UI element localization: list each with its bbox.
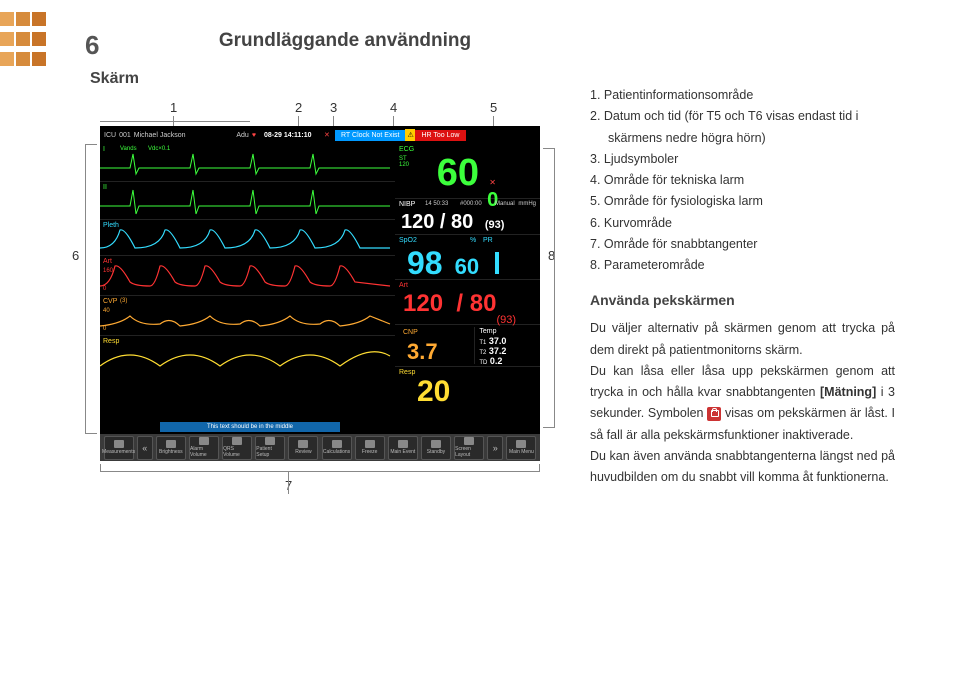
monitor-footer: Measurements « Brightness Alarm Volume Q… [100, 434, 540, 461]
foot-alarm-vol[interactable]: Alarm Volume [189, 436, 219, 460]
bracket-right [543, 148, 555, 428]
callout-3: 3 [330, 100, 337, 115]
nibp-mean: (93) [485, 219, 505, 231]
foot-main-menu[interactable]: Main Menu [506, 436, 536, 460]
spo2-value: 98 [407, 245, 443, 282]
legend-list: 1. Patientinformationsområde 2. Datum oc… [590, 85, 895, 276]
bracket-left [85, 144, 97, 434]
cnp-label: CNP [403, 329, 418, 336]
foot-brightness[interactable]: Brightness [156, 436, 186, 460]
legend-item: 2. Datum och tid (för T5 och T6 visas en… [590, 106, 895, 149]
resp-label: Resp [399, 369, 415, 376]
patient-name: Michael Jackson [134, 132, 186, 139]
callout-1: 1 [170, 100, 177, 115]
patient-cat: Adu [236, 132, 248, 139]
foot-qrs-vol[interactable]: QRS Volume [222, 436, 252, 460]
hr-value: 60 [437, 152, 479, 195]
side-tab [0, 52, 50, 66]
art-label: Art [399, 282, 408, 289]
subsection-title: Använda pekskärmen [590, 292, 895, 308]
datetime: 08-29 14:11:10 [264, 132, 311, 139]
legend-item: 7. Område för snabbtangenter [590, 234, 895, 255]
legend-item: 6. Kurvområde [590, 213, 895, 234]
t1: 37.0 [489, 336, 507, 346]
patient-monitor: ICU 001 Michael Jackson Adu ♥ 08-29 14:1… [100, 126, 540, 461]
bed-no: 001 [119, 132, 131, 139]
resp-value: 20 [399, 369, 536, 409]
legend-item: 4. Område för tekniska larm [590, 170, 895, 191]
nibp-dia: 80 [451, 211, 473, 233]
callout-5: 5 [490, 100, 497, 115]
legend-item: 8. Parameterområde [590, 255, 895, 276]
body-p3: Du kan även använda snabbtangenterna län… [590, 446, 895, 489]
bed-label: ICU [104, 132, 116, 139]
spo2-label: SpO2 [399, 237, 417, 244]
monitor-header: ICU 001 Michael Jackson Adu ♥ 08-29 14:1… [100, 126, 540, 144]
foot-review[interactable]: Review [288, 436, 318, 460]
side-tab [0, 12, 50, 26]
alarm-off-icon: ✕ [489, 178, 496, 187]
waveform-area: I Vands Vdc×0.1 II Pleth [100, 144, 395, 434]
callout-4: 4 [390, 100, 397, 115]
side-tabs [0, 12, 50, 66]
legend-item: 1. Patientinformationsområde [590, 85, 895, 106]
nibp-label: NIBP [399, 201, 415, 208]
tech-alarm: RT Clock Not Exist [335, 130, 405, 141]
legend-item: 3. Ljudsymboler [590, 149, 895, 170]
foot-event[interactable]: Main Event [388, 436, 418, 460]
side-tab [0, 32, 50, 46]
body-p1: Du väljer alternativ på skärmen genom at… [590, 318, 895, 361]
section-title: Skärm [90, 70, 565, 88]
foot-measurements[interactable]: Measurements [104, 436, 134, 460]
foot-calc[interactable]: Calculations [322, 436, 352, 460]
body-p2: Du kan låsa eller låsa upp pekskärmen ge… [590, 361, 895, 446]
td: 0.2 [490, 356, 503, 366]
pr-label: PR [483, 237, 493, 244]
chapter-number: 6 [85, 30, 99, 61]
legend-item: 5. Område för fysiologiska larm [590, 191, 895, 212]
param-area: ECG ST120 60 ✕ 0 [395, 144, 540, 434]
art-sys: 120 [403, 290, 443, 317]
foot-next[interactable]: » [487, 436, 503, 460]
message-bar: This text should be in the middle [160, 422, 340, 432]
callout-2: 2 [295, 100, 302, 115]
foot-prev[interactable]: « [137, 436, 153, 460]
foot-layout[interactable]: Screen Layout [454, 436, 484, 460]
nibp-sys: 120 [401, 211, 434, 233]
foot-standby[interactable]: Standby [421, 436, 451, 460]
phys-alarm: HR Too Low [415, 130, 465, 141]
bracket-bottom [100, 464, 540, 472]
ecg-param-label: ECG [399, 146, 414, 153]
lock-icon [707, 407, 721, 421]
temp-label: Temp [479, 328, 496, 335]
foot-patient[interactable]: Patient Setup [255, 436, 285, 460]
foot-freeze[interactable]: Freeze [355, 436, 385, 460]
callout-6: 6 [72, 248, 79, 263]
bracket-1 [100, 121, 250, 125]
pr-value: 60 [455, 254, 479, 280]
t2: 37.2 [489, 346, 507, 356]
art-dia: 80 [470, 290, 497, 317]
chapter-title: Grundläggande användning [85, 30, 565, 52]
